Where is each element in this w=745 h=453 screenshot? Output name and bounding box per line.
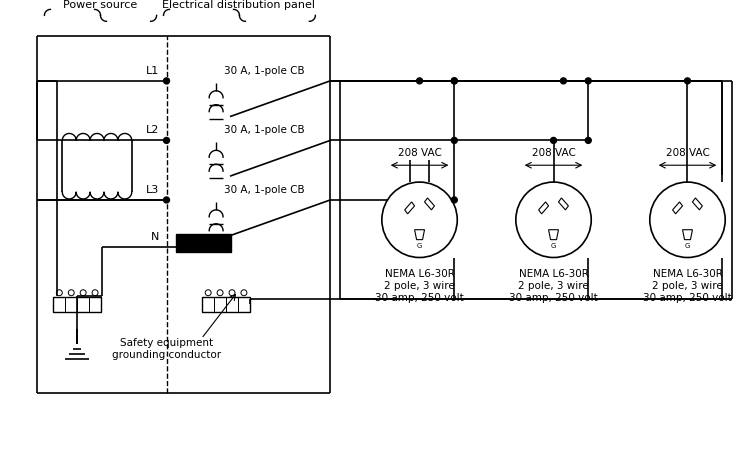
Circle shape: [451, 78, 457, 84]
Text: 30 A, 1-pole CB: 30 A, 1-pole CB: [224, 66, 305, 76]
Text: N: N: [151, 231, 159, 241]
Text: NEMA L6-30R
2 pole, 3 wire
30 amp, 250 volt: NEMA L6-30R 2 pole, 3 wire 30 amp, 250 v…: [643, 270, 732, 303]
Text: G: G: [685, 243, 690, 249]
Circle shape: [685, 78, 691, 84]
Circle shape: [586, 78, 592, 84]
Circle shape: [163, 137, 169, 144]
Text: 30 A, 1-pole CB: 30 A, 1-pole CB: [224, 185, 305, 195]
Circle shape: [57, 290, 63, 296]
Text: 208 VAC: 208 VAC: [398, 148, 442, 158]
Circle shape: [241, 290, 247, 296]
Circle shape: [560, 78, 566, 84]
Bar: [177, 234, 231, 251]
Circle shape: [382, 182, 457, 257]
Text: G: G: [551, 243, 557, 249]
Text: NEMA L6-30R
2 pole, 3 wire
30 amp, 250 volt: NEMA L6-30R 2 pole, 3 wire 30 amp, 250 v…: [375, 270, 464, 303]
Polygon shape: [673, 202, 682, 214]
Circle shape: [451, 197, 457, 203]
Circle shape: [451, 137, 457, 144]
Circle shape: [650, 182, 725, 257]
Circle shape: [416, 78, 422, 84]
Polygon shape: [539, 202, 548, 214]
Text: NEMA L6-30R
2 pole, 3 wire
30 amp, 250 volt: NEMA L6-30R 2 pole, 3 wire 30 amp, 250 v…: [509, 270, 598, 303]
Polygon shape: [548, 230, 559, 240]
Circle shape: [516, 182, 592, 257]
Text: 208 VAC: 208 VAC: [532, 148, 575, 158]
Polygon shape: [692, 198, 703, 210]
Text: Power source: Power source: [63, 0, 137, 10]
Circle shape: [163, 78, 169, 84]
Circle shape: [205, 290, 211, 296]
Polygon shape: [559, 198, 568, 210]
Bar: [202, 297, 250, 312]
Polygon shape: [415, 230, 425, 240]
Text: Safety equipment
grounding conductor: Safety equipment grounding conductor: [112, 338, 221, 360]
Text: 30 A, 1-pole CB: 30 A, 1-pole CB: [224, 125, 305, 135]
Circle shape: [586, 137, 592, 144]
Circle shape: [163, 197, 169, 203]
Circle shape: [69, 290, 74, 296]
Circle shape: [229, 290, 235, 296]
Text: L2: L2: [146, 125, 159, 135]
Circle shape: [551, 137, 557, 144]
Polygon shape: [425, 198, 434, 210]
Circle shape: [80, 290, 86, 296]
Text: L3: L3: [146, 185, 159, 195]
Bar: [54, 297, 101, 312]
Text: Electrical distribution panel: Electrical distribution panel: [162, 0, 315, 10]
Circle shape: [92, 290, 98, 296]
Text: G: G: [417, 243, 422, 249]
Circle shape: [217, 290, 223, 296]
Circle shape: [451, 78, 457, 84]
Text: L1: L1: [146, 66, 159, 76]
Polygon shape: [682, 230, 692, 240]
Polygon shape: [405, 202, 415, 214]
Text: 208 VAC: 208 VAC: [665, 148, 709, 158]
